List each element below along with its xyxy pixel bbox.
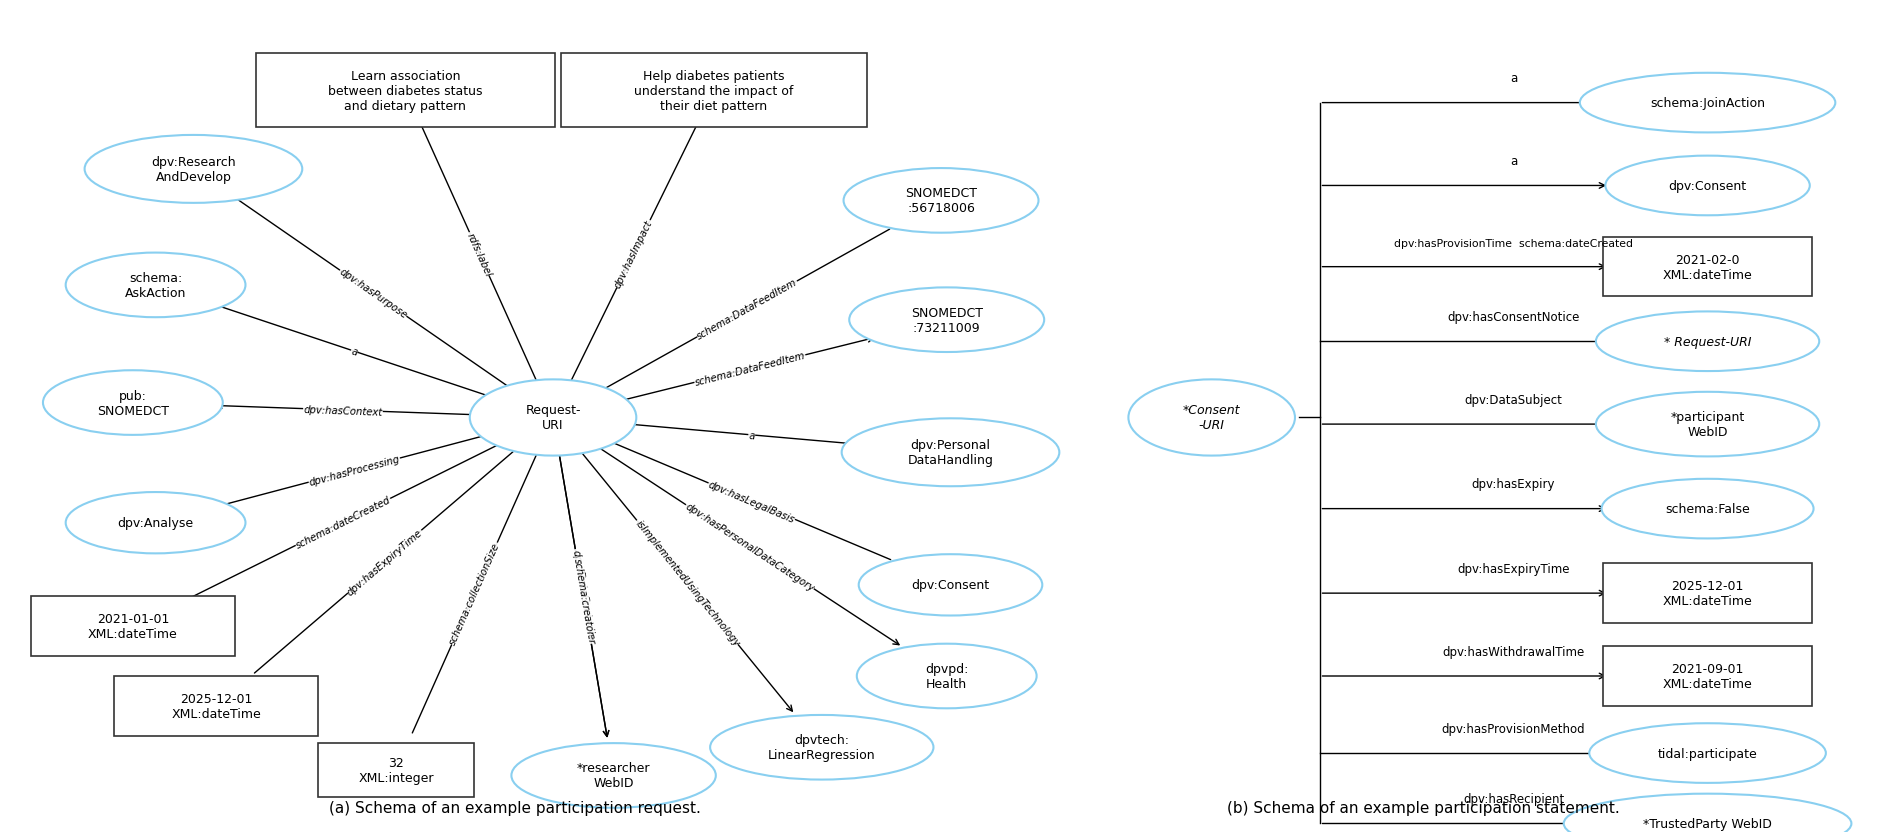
Text: a: a (1509, 155, 1517, 168)
Text: * Request-URI: * Request-URI (1663, 335, 1751, 349)
Ellipse shape (859, 554, 1042, 616)
Text: dpv:hasPersonalDataCategory: dpv:hasPersonalDataCategory (684, 501, 816, 593)
Text: dpv:hasExpiry: dpv:hasExpiry (1471, 478, 1555, 491)
Ellipse shape (1604, 156, 1810, 216)
Text: dpv:DataController: dpv:DataController (570, 549, 597, 645)
Text: schema:DataFeedItem: schema:DataFeedItem (694, 350, 806, 388)
FancyBboxPatch shape (257, 54, 555, 128)
Text: schema:
AskAction: schema: AskAction (125, 272, 186, 299)
Text: rdfs:label: rdfs:label (466, 232, 494, 278)
Text: a: a (1509, 72, 1517, 85)
Ellipse shape (842, 419, 1059, 487)
Text: tidal:participate: tidal:participate (1658, 747, 1757, 760)
Ellipse shape (1565, 793, 1852, 836)
Text: dpv:hasLegalBasis: dpv:hasLegalBasis (707, 479, 797, 524)
Text: dpv:hasProcessing: dpv:hasProcessing (308, 454, 401, 487)
Text: a: a (749, 430, 755, 441)
Text: Help diabetes patients
understand the impact of
their diet pattern: Help diabetes patients understand the im… (635, 69, 793, 113)
Text: dpv:hasExpiryTime: dpv:hasExpiryTime (1458, 563, 1570, 575)
Ellipse shape (86, 135, 302, 204)
Ellipse shape (1597, 312, 1819, 372)
Text: a: a (350, 346, 359, 358)
Ellipse shape (1589, 723, 1825, 783)
Text: isImplementedUsingTechnology: isImplementedUsingTechnology (633, 517, 741, 648)
Ellipse shape (470, 380, 637, 456)
Text: pub:
SNOMEDCT: pub: SNOMEDCT (97, 389, 169, 417)
Ellipse shape (44, 371, 222, 436)
Text: dpv:hasProvisionTime  schema:dateCreated: dpv:hasProvisionTime schema:dateCreated (1393, 239, 1633, 249)
Text: dpvpd:
Health: dpvpd: Health (926, 662, 968, 691)
Text: dpv:Analyse: dpv:Analyse (118, 517, 194, 529)
Text: 2021-02-0
XML:dateTime: 2021-02-0 XML:dateTime (1663, 253, 1753, 282)
Ellipse shape (857, 644, 1036, 708)
Text: dpv:Consent: dpv:Consent (911, 579, 990, 592)
Ellipse shape (1580, 74, 1834, 133)
Text: 2025-12-01
XML:dateTime: 2025-12-01 XML:dateTime (1663, 579, 1753, 608)
Ellipse shape (711, 715, 933, 780)
Text: SNOMEDCT
:56718006: SNOMEDCT :56718006 (905, 187, 977, 215)
Text: schema:collectionSize: schema:collectionSize (447, 541, 502, 646)
FancyBboxPatch shape (317, 743, 473, 797)
Ellipse shape (67, 253, 245, 318)
Text: schema:DataFeedItem: schema:DataFeedItem (696, 278, 798, 342)
Text: dpv:hasPurpose: dpv:hasPurpose (338, 267, 409, 321)
Text: dpv:hasRecipient: dpv:hasRecipient (1464, 793, 1565, 805)
Text: (b) Schema of an example participation statement.: (b) Schema of an example participation s… (1228, 800, 1620, 815)
Text: (a) Schema of an example participation request.: (a) Schema of an example participation r… (329, 800, 701, 815)
Text: 2021-01-01
XML:dateTime: 2021-01-01 XML:dateTime (87, 613, 177, 640)
Text: schema:dateCreated: schema:dateCreated (295, 494, 392, 550)
FancyBboxPatch shape (1603, 237, 1812, 297)
Text: SNOMEDCT
:73211009: SNOMEDCT :73211009 (911, 306, 983, 334)
Text: 32
XML:integer: 32 XML:integer (357, 756, 433, 783)
Text: *participant
WebID: *participant WebID (1671, 410, 1745, 439)
FancyBboxPatch shape (561, 54, 867, 128)
Text: dpv:hasProvisionMethod: dpv:hasProvisionMethod (1441, 722, 1585, 735)
Text: dpv:Consent: dpv:Consent (1669, 180, 1747, 193)
Text: *researcher
WebID: *researcher WebID (576, 762, 650, 789)
Text: *Consent
-URI: *Consent -URI (1182, 404, 1241, 432)
Text: dpv:DataSubject: dpv:DataSubject (1464, 394, 1563, 406)
Text: dpv:Research
AndDevelop: dpv:Research AndDevelop (150, 155, 236, 184)
Text: schema:creator: schema:creator (572, 558, 595, 636)
Text: dpvtech:
LinearRegression: dpvtech: LinearRegression (768, 733, 876, 762)
Text: *TrustedParty WebID: *TrustedParty WebID (1642, 817, 1772, 830)
Ellipse shape (1601, 479, 1814, 539)
FancyBboxPatch shape (114, 676, 317, 736)
Text: dpv:hasImpact: dpv:hasImpact (612, 219, 654, 290)
FancyBboxPatch shape (30, 597, 236, 656)
Ellipse shape (1129, 380, 1295, 456)
Text: schema:False: schema:False (1665, 502, 1751, 516)
Text: 2025-12-01
XML:dateTime: 2025-12-01 XML:dateTime (171, 692, 260, 720)
Text: dpv:hasContext: dpv:hasContext (304, 404, 382, 417)
Text: dpv:hasExpiryTime: dpv:hasExpiryTime (344, 527, 424, 597)
Text: Learn association
between diabetes status
and dietary pattern: Learn association between diabetes statu… (329, 69, 483, 113)
Text: 2021-09-01
XML:dateTime: 2021-09-01 XML:dateTime (1663, 662, 1753, 691)
Text: schema:JoinAction: schema:JoinAction (1650, 97, 1764, 110)
Ellipse shape (67, 492, 245, 553)
Text: dpv:hasWithdrawalTime: dpv:hasWithdrawalTime (1443, 645, 1585, 658)
Ellipse shape (511, 743, 717, 808)
Ellipse shape (850, 288, 1044, 353)
Text: Request-
URI: Request- URI (525, 404, 582, 432)
Text: dpv:hasConsentNotice: dpv:hasConsentNotice (1447, 311, 1580, 324)
Ellipse shape (1597, 392, 1819, 456)
FancyBboxPatch shape (1603, 646, 1812, 706)
Text: dpv:Personal
DataHandling: dpv:Personal DataHandling (907, 439, 994, 466)
FancyBboxPatch shape (1603, 563, 1812, 623)
Ellipse shape (844, 169, 1038, 233)
